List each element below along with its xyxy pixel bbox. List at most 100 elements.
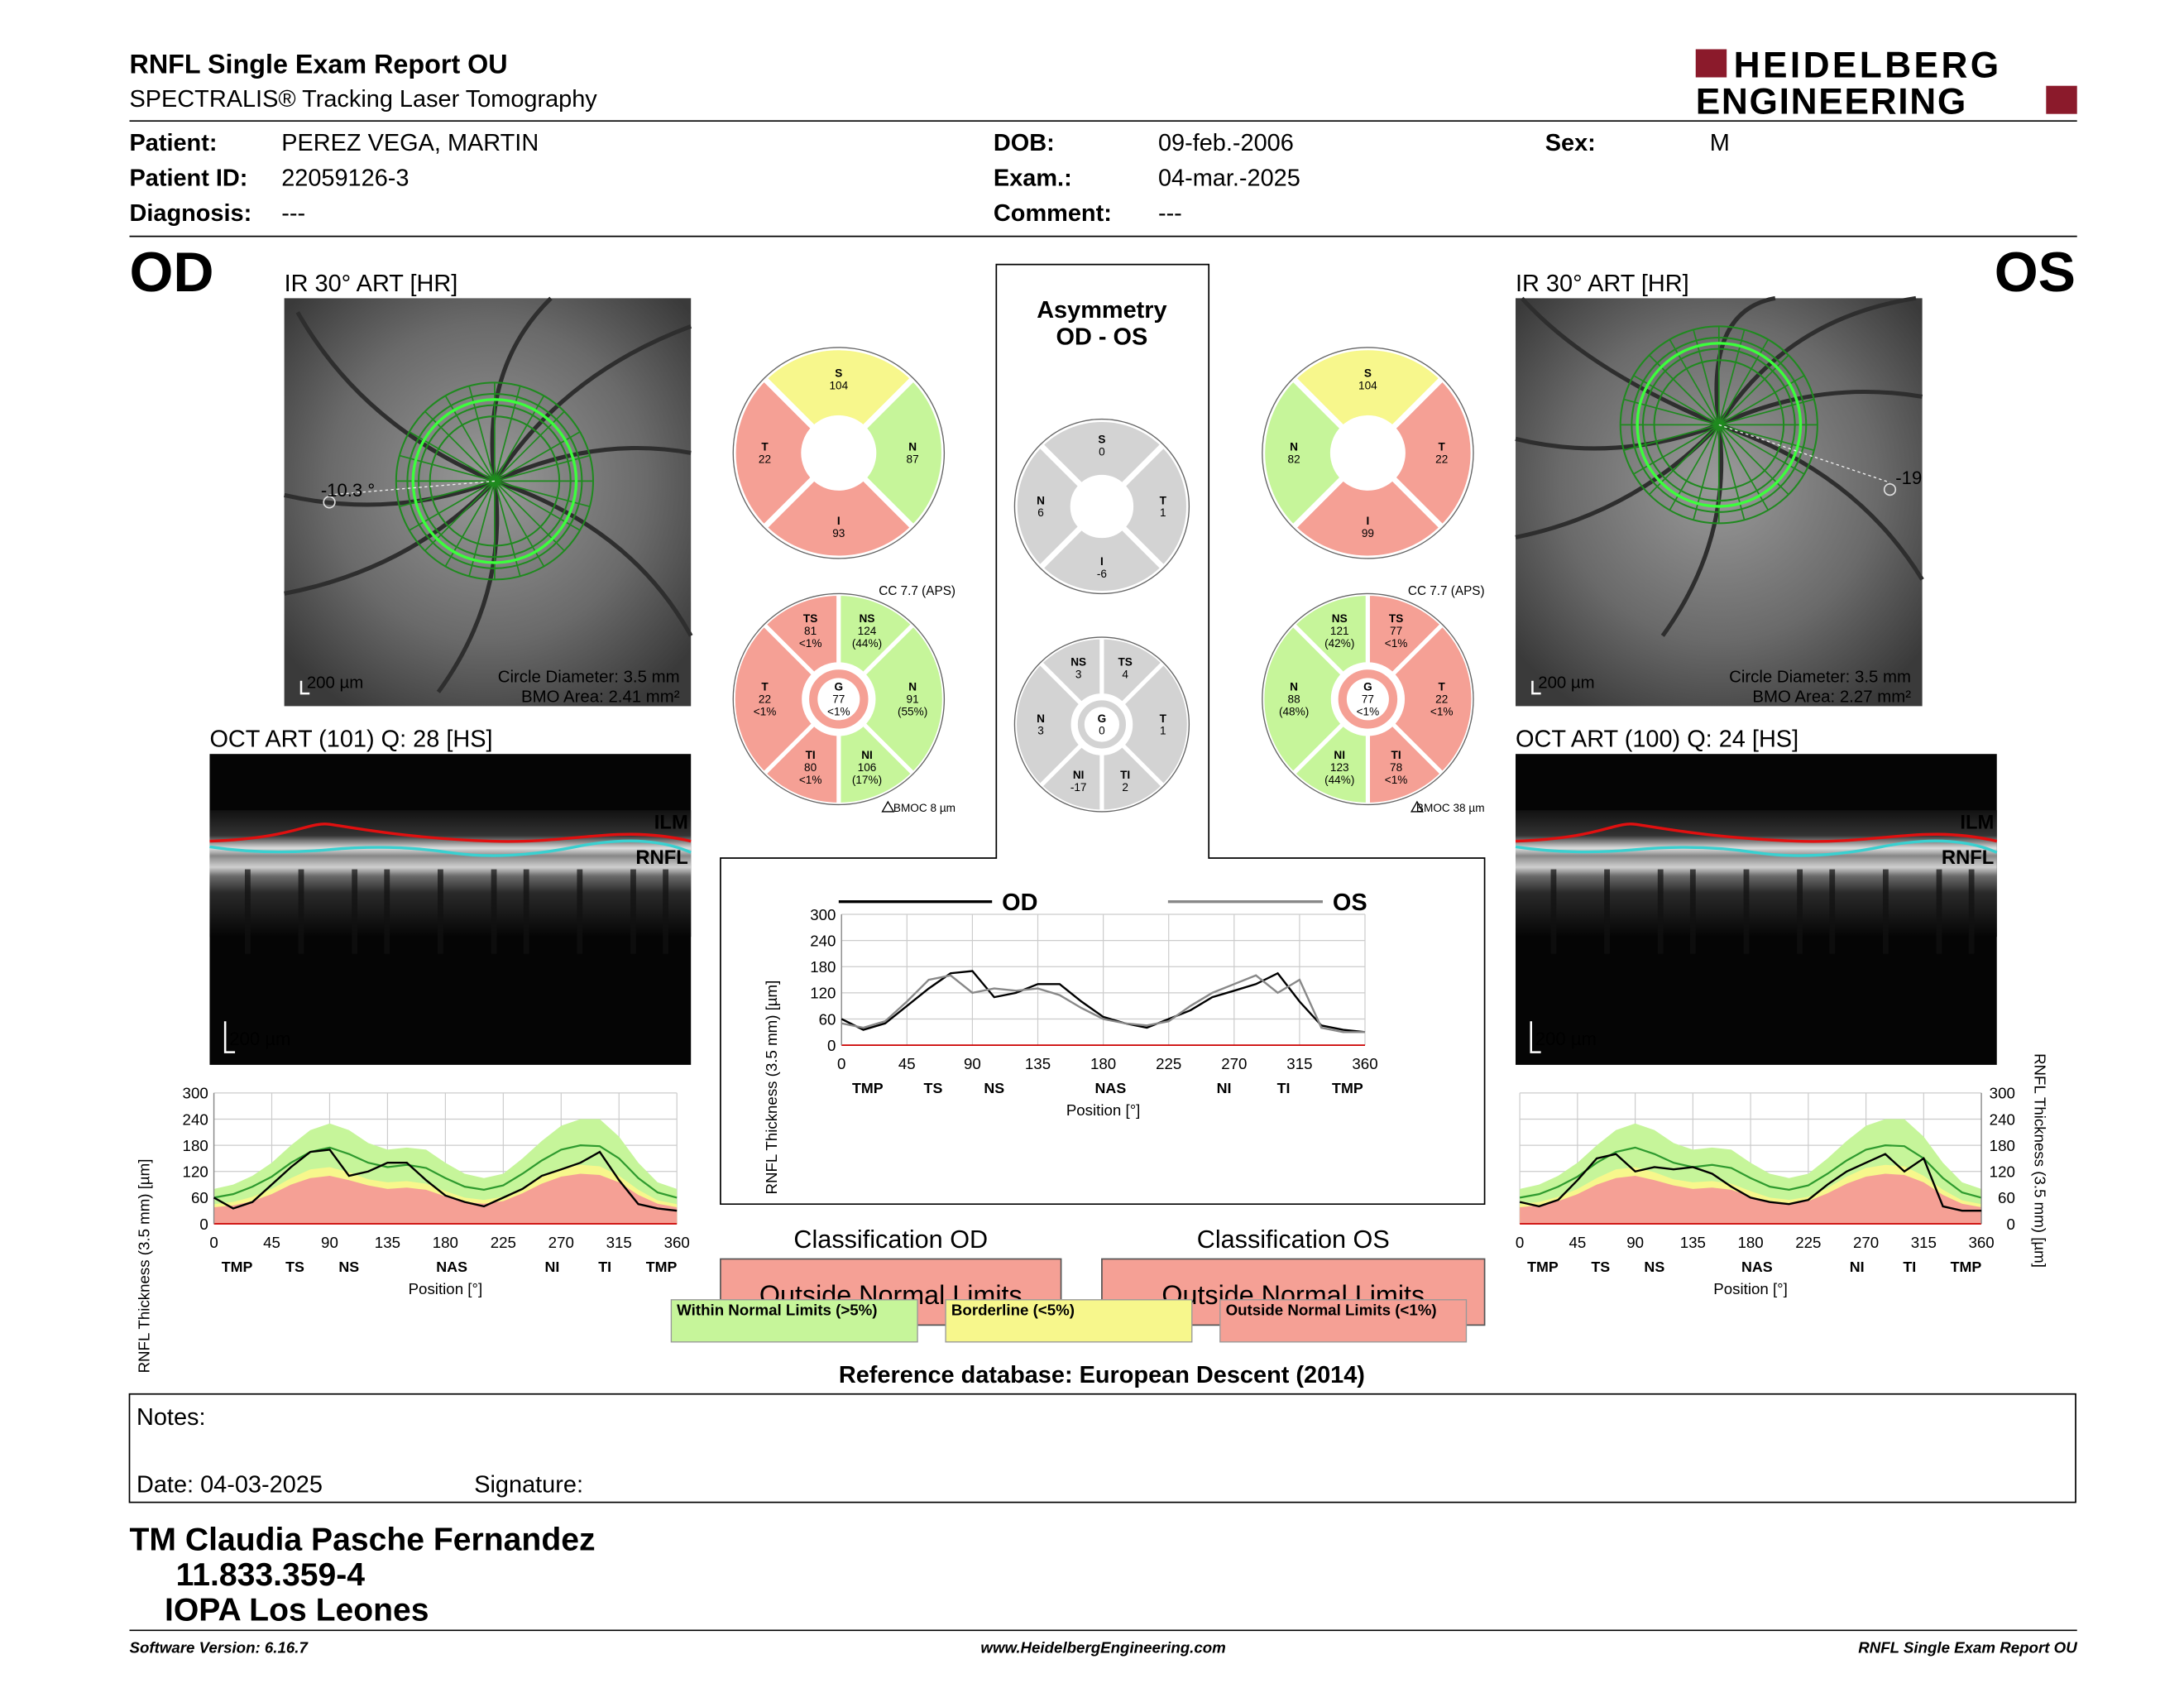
asymmetry-title: Asymmetry [1037, 297, 1166, 324]
sector-text: T22 [759, 441, 771, 466]
sector-label: T [1439, 681, 1446, 693]
sector-axis-label: NAS [436, 1259, 467, 1275]
sector-label: I [1100, 555, 1104, 568]
vessel-shadow [577, 869, 583, 954]
vessel [1717, 295, 1917, 426]
sector-label: 77 [1362, 693, 1374, 706]
delta-icon [1410, 800, 1424, 813]
sector-axis-label: NAS [1741, 1259, 1773, 1275]
vessel-shadow [491, 869, 497, 954]
sector-label: N [1290, 441, 1298, 453]
ilm-label: ILM [1960, 811, 1994, 833]
sector-text: N91(55%) [898, 681, 927, 718]
sector-label: I [837, 515, 841, 527]
legend-text: Within Normal Limits (>5%) [677, 1302, 877, 1319]
rnfl-label: RNFL [1942, 846, 1994, 869]
vessel-shadow [1743, 869, 1750, 954]
logo-block [1695, 49, 1727, 78]
vessel [1520, 296, 1720, 427]
ilm-line [1515, 822, 1998, 843]
sector-label: 78 [1390, 761, 1402, 774]
sector-text: G0 [1098, 712, 1107, 737]
sector-label: 77 [832, 693, 845, 706]
title: RNFL Single Exam Report OU [129, 49, 507, 79]
x-tick-label: 225 [1795, 1234, 1821, 1251]
ir-image [284, 298, 692, 707]
y-tick-label: 300 [1990, 1085, 2015, 1102]
scale-label: 200 µm [1535, 1029, 1597, 1049]
sector-label: T [1160, 712, 1167, 725]
y-tick-label: 120 [183, 1163, 208, 1181]
circle-diameter: Circle Diameter: 3.5 mm [1729, 669, 1911, 687]
x-tick-label: 0 [837, 1055, 845, 1072]
sector-label: 4 [1122, 669, 1128, 681]
sector-text: I93 [832, 515, 845, 539]
sector-label: <1% [1357, 706, 1380, 718]
sector-text: G77<1% [1357, 681, 1380, 718]
vessel-shadow [1882, 869, 1889, 954]
sector-label: TS [1118, 656, 1132, 669]
logo-text: HEIDELBERG [1734, 46, 2002, 86]
normative-band [1520, 1173, 1982, 1224]
oct-layers [1516, 810, 1997, 938]
sector-text: T22<1% [1430, 681, 1454, 718]
sector-label: <1% [799, 774, 822, 786]
sector-axis-label: NS [1644, 1259, 1664, 1275]
x-axis-title: Position [°] [409, 1280, 483, 1297]
sector-label: 2 [1122, 781, 1128, 794]
sector-label: NI [861, 749, 873, 761]
y-tick-label: 240 [1990, 1110, 2015, 1128]
ilm-line [209, 822, 692, 843]
sector-axis-label: TMP [1332, 1080, 1363, 1096]
sector-label: 22 [759, 453, 771, 466]
asymmetry-title: OD - OS [1056, 324, 1148, 351]
sector-center-inner [1346, 678, 1389, 721]
sector-axis-label: NS [338, 1259, 359, 1275]
sector-label: -6 [1097, 568, 1107, 580]
vessel [493, 446, 692, 483]
y-tick-label: 240 [810, 932, 836, 949]
vessel [436, 481, 500, 693]
sector-text: TS4 [1118, 656, 1132, 681]
classification-title: Classification OS [1197, 1225, 1390, 1254]
sector-label: T [761, 441, 769, 453]
sector-label: 87 [907, 453, 919, 466]
legend-label: OS [1333, 890, 1367, 916]
vessel-shadow [1550, 869, 1557, 954]
sector-outline [1262, 592, 1474, 806]
scale-label: 200 µm [307, 674, 363, 692]
subtitle: SPECTRALIS® Tracking Laser Tomography [129, 86, 597, 113]
cc-label: CC 7.7 (APS) [1408, 584, 1485, 598]
sector-label: (55%) [898, 706, 927, 718]
sector-label: 3 [1075, 669, 1082, 681]
thickness-line [841, 970, 1366, 1033]
sector-text: N88(48%) [1279, 681, 1309, 718]
x-tick-label: 315 [606, 1234, 632, 1251]
image-title: OCT ART (100) Q: 24 [HS] [1516, 727, 1798, 753]
x-tick-label: 135 [375, 1234, 400, 1251]
sector-label: 1 [1160, 506, 1166, 519]
image-title: OCT ART (101) Q: 28 [HS] [209, 727, 492, 753]
sector-label: -17 [1070, 781, 1087, 794]
sector-label: TS [803, 612, 817, 625]
bmoc-label: BMOC 8 µm [893, 802, 956, 814]
sector-label: TI [1391, 749, 1401, 761]
sector-label: I [1367, 515, 1370, 527]
legend-box [670, 1299, 918, 1343]
sector-outline [1013, 418, 1190, 595]
sector-axis-label: TS [285, 1259, 304, 1275]
x-tick-label: 315 [1911, 1234, 1937, 1251]
rnfl-line [1515, 839, 1998, 857]
sector-axis-label: TMP [646, 1259, 678, 1275]
y-tick-label: 180 [1990, 1137, 2015, 1154]
sector-label: NS [860, 612, 875, 625]
sector-label: 81 [804, 625, 817, 637]
field-value: --- [1158, 200, 1182, 227]
y-tick-label: 60 [819, 1010, 836, 1028]
sector-label: 104 [1358, 379, 1377, 391]
x-tick-label: 180 [1737, 1234, 1763, 1251]
y-tick-label: 300 [810, 906, 836, 923]
